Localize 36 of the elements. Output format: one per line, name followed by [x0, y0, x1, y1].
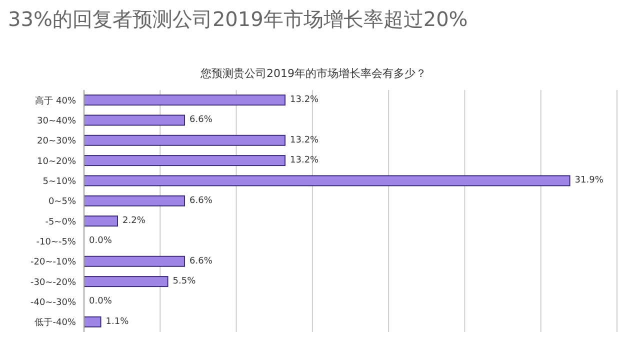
bar: [84, 155, 286, 166]
y-tick-label: -20~-10%: [30, 258, 76, 268]
bar: [84, 175, 570, 186]
data-label: 2.2%: [122, 216, 146, 226]
data-label: 0.0%: [89, 236, 112, 246]
bar: [84, 195, 186, 206]
y-tick-label: 0~5%: [48, 197, 76, 208]
data-label: 1.1%: [106, 316, 130, 327]
y-tick-label: -40~-30%: [30, 298, 76, 308]
bar: [84, 114, 186, 126]
data-label: 13.2%: [290, 156, 320, 166]
y-tick-label: 30~40%: [37, 116, 76, 126]
y-tick-label: 20~30%: [37, 136, 76, 147]
bar: [84, 134, 286, 146]
y-tick-label: -10~-5%: [36, 237, 76, 248]
y-tick-label: 高于 40%: [35, 95, 76, 106]
bar: [84, 94, 286, 106]
bar: [84, 276, 168, 288]
data-label: 6.6%: [190, 115, 213, 126]
chart-subtitle: 您预测贵公司2019年的市场增长率会有多少？: [200, 66, 428, 81]
data-label: 5.5%: [172, 276, 196, 287]
chart-title: 33%的回复者预测公司2019年市场增长率超过20%: [8, 6, 468, 33]
data-label: 6.6%: [190, 196, 213, 206]
y-tick-label: -30~-20%: [30, 278, 76, 288]
data-label: 13.2%: [290, 135, 320, 146]
data-label: 31.9%: [574, 176, 604, 186]
y-tick-label: -5~0%: [45, 217, 76, 228]
bar: [84, 256, 186, 267]
bar: [84, 216, 118, 227]
y-tick-label: 5~10%: [42, 176, 76, 187]
data-label: 13.2%: [290, 95, 320, 106]
y-tick-label: 低于-40%: [34, 317, 76, 328]
bar: [84, 316, 102, 328]
y-tick-label: 10~20%: [37, 156, 76, 167]
data-label: 0.0%: [89, 296, 112, 307]
data-label: 6.6%: [190, 256, 213, 266]
